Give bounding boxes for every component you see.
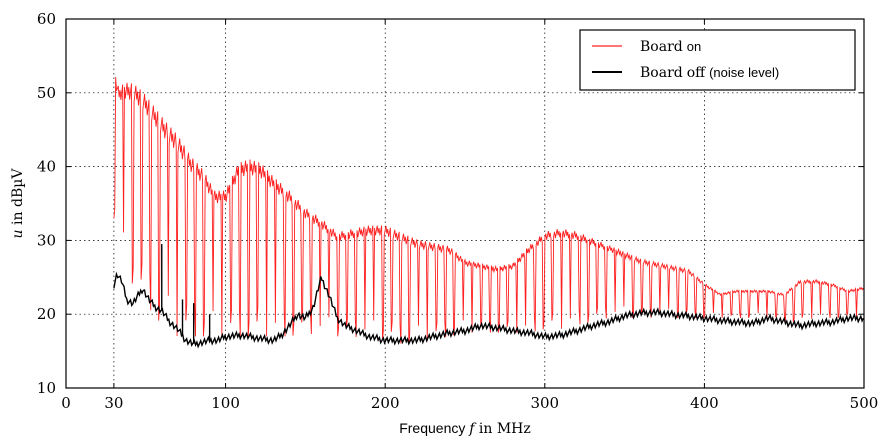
x-tick-label: 400	[690, 394, 719, 412]
legend: Board on Board off (noise level)	[579, 29, 856, 91]
x-tick-label: 200	[371, 394, 400, 412]
x-tick-label: 30	[104, 394, 123, 412]
x-axis-label-prefix: Frequency	[399, 420, 469, 436]
y-tick-label: 10	[37, 379, 56, 397]
legend-entry-board-on: Board on	[640, 38, 701, 55]
grid-lines	[66, 19, 864, 388]
plot-frame	[65, 18, 865, 389]
x-tick-label: 100	[211, 394, 240, 412]
legend-board-off-word: Board	[640, 65, 683, 81]
y-tick-label: 40	[37, 158, 56, 176]
legend-box	[579, 29, 856, 91]
legend-board-on-word: Board	[640, 39, 683, 55]
y-axis-label-variable: u	[10, 229, 26, 238]
series-board-off-line	[113, 271, 864, 349]
y-tick-label: 60	[37, 10, 56, 28]
series-board-on-line	[113, 76, 864, 344]
legend-board-on-state: on	[687, 39, 701, 54]
y-axis-label-unit: in dBµV	[10, 168, 26, 230]
x-tick-label: 500	[850, 394, 879, 412]
legend-entry-board-off: Board off (noise level)	[640, 64, 779, 81]
y-tick-label: 30	[37, 231, 56, 249]
legend-board-off-state: off	[687, 65, 706, 81]
x-axis-label-variable: f	[468, 421, 477, 437]
plot-series	[113, 76, 864, 349]
y-axis-label: u in dBµV	[10, 168, 26, 239]
y-tick-label: 50	[37, 84, 56, 102]
x-tick-label: 0	[61, 394, 71, 412]
axis-ticks: 0 30 100 200 300 400 500 10 20 30 40 50 60	[37, 10, 878, 412]
legend-board-off-note: (noise level)	[709, 65, 779, 80]
y-tick-label: 20	[37, 305, 56, 323]
x-tick-label: 300	[530, 394, 559, 412]
x-axis-label: Frequency f in MHz	[399, 420, 531, 437]
x-axis-label-unit: in MHz	[474, 421, 530, 437]
